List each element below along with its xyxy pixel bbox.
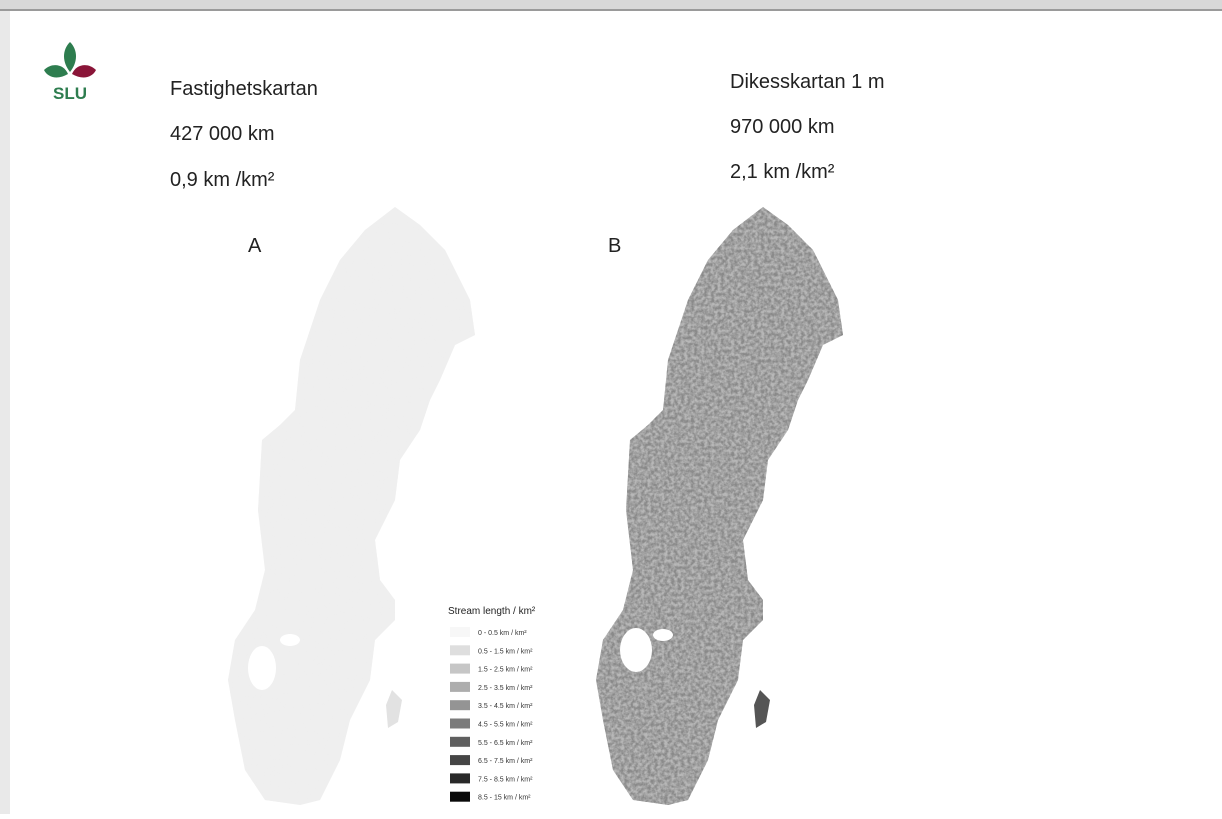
- top-bar: [0, 0, 1222, 9]
- legend-swatch: [450, 700, 470, 710]
- panel-length: 970 000 km: [730, 116, 835, 138]
- legend-label: 2.5 - 3.5 km / km²: [478, 685, 533, 692]
- legend: Stream length / km² 0 - 0.5 km / km² 0.5 …: [448, 606, 536, 802]
- legend-label: 0.5 - 1.5 km / km²: [478, 648, 533, 655]
- legend-label: 0 - 0.5 km / km²: [478, 630, 527, 637]
- legend-swatch: [450, 792, 470, 802]
- legend-swatch: [450, 664, 470, 674]
- legend-label: 1.5 - 2.5 km / km²: [478, 667, 533, 674]
- legend-swatch: [450, 682, 470, 692]
- legend-label: 4.5 - 5.5 km / km²: [478, 722, 533, 729]
- legend-label: 6.5 - 7.5 km / km²: [478, 758, 533, 765]
- map-a: [228, 207, 475, 805]
- logo-text: SLU: [53, 84, 87, 103]
- legend-swatch: [450, 627, 470, 637]
- panel-density: 0,9 km /km²: [170, 169, 275, 191]
- legend-swatch: [450, 737, 470, 747]
- panel-label: B: [608, 235, 621, 257]
- logo: SLU: [44, 42, 96, 103]
- legend-swatch: [450, 755, 470, 765]
- legend-swatch: [450, 719, 470, 729]
- panel-length: 427 000 km: [170, 123, 275, 145]
- legend-swatch: [450, 645, 470, 655]
- top-border: [0, 9, 1222, 11]
- panel-density: 2,1 km /km²: [730, 161, 835, 183]
- legend-label: 7.5 - 8.5 km / km²: [478, 776, 533, 783]
- legend-label: 3.5 - 4.5 km / km²: [478, 703, 533, 710]
- slide: SLU Fastighetskartan 427 000 km 0,9 km /…: [0, 0, 1222, 814]
- map-b: [596, 207, 843, 805]
- legend-label: 5.5 - 6.5 km / km²: [478, 740, 533, 747]
- panel-title: Dikesskartan 1 m: [730, 71, 885, 93]
- panel-title: Fastighetskartan: [170, 78, 318, 100]
- legend-label: 8.5 - 15 km / km²: [478, 795, 531, 802]
- panel-label: A: [248, 235, 262, 257]
- legend-swatch: [450, 773, 470, 783]
- left-edge: [0, 11, 10, 814]
- legend-title: Stream length / km²: [448, 606, 536, 617]
